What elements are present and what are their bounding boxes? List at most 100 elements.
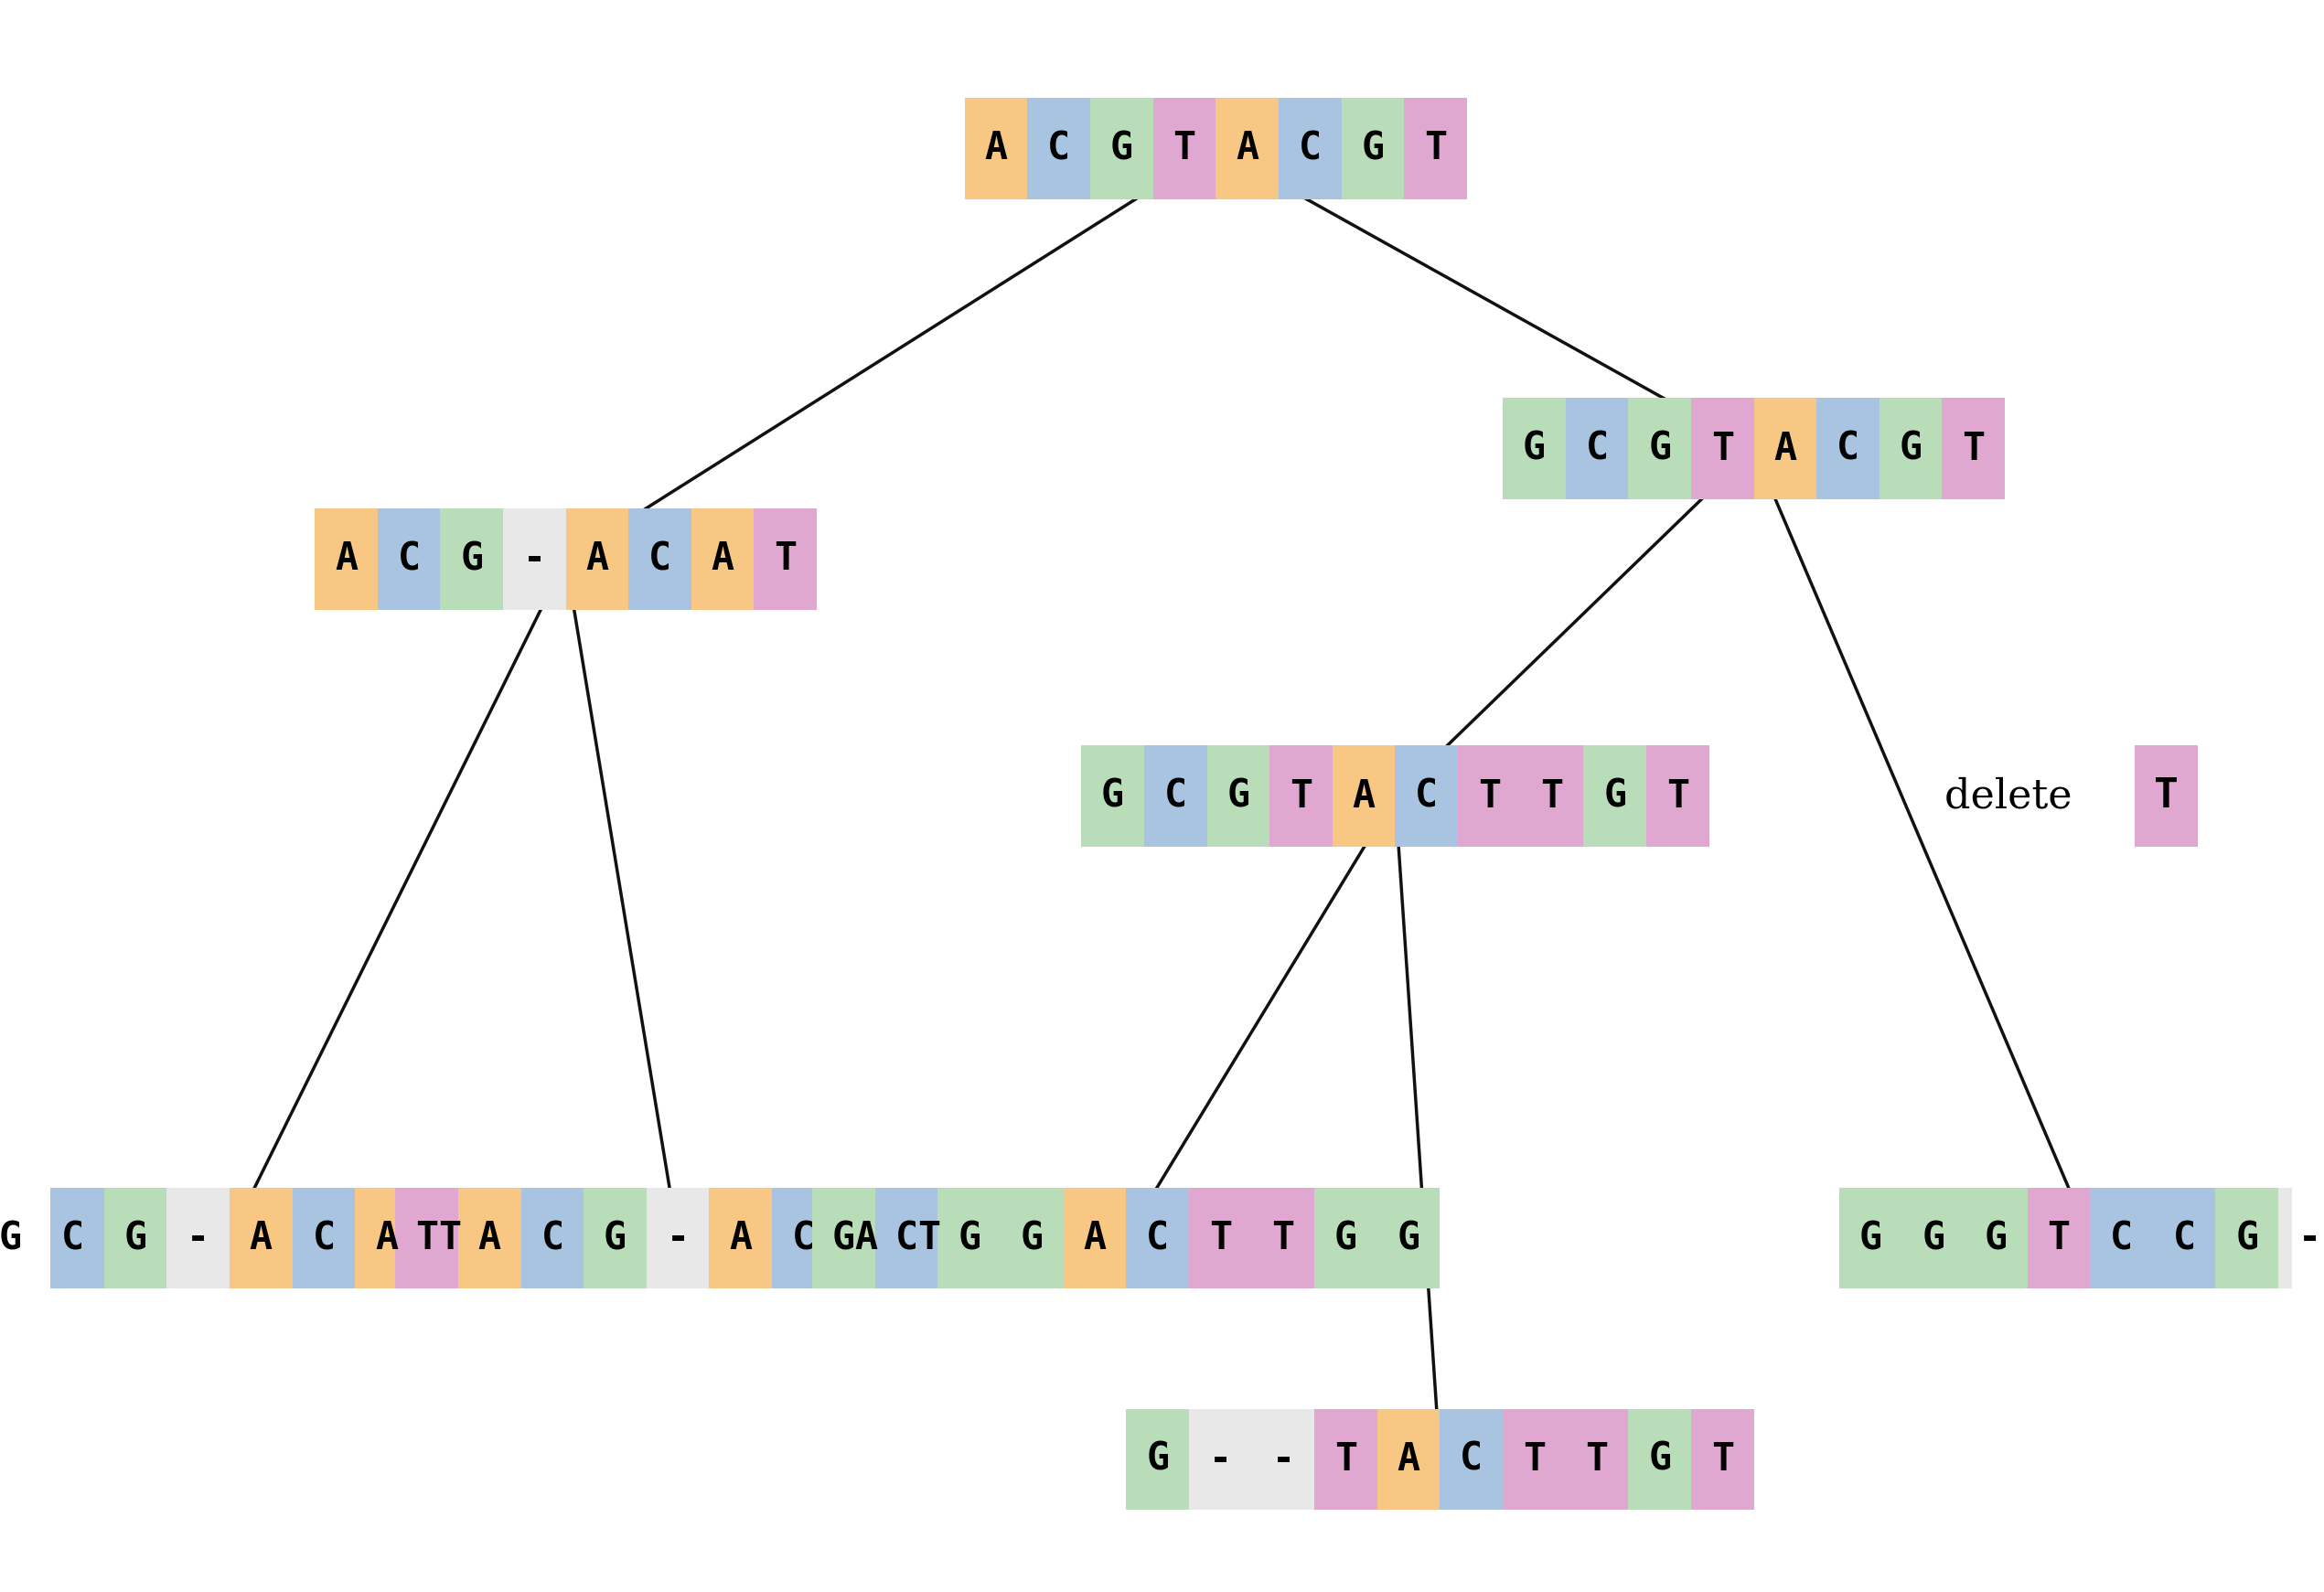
Text: A: A xyxy=(1353,777,1376,815)
FancyBboxPatch shape xyxy=(2089,1188,2152,1290)
FancyBboxPatch shape xyxy=(1002,1188,1064,1290)
FancyBboxPatch shape xyxy=(1520,745,1583,847)
FancyBboxPatch shape xyxy=(42,1188,105,1290)
Text: G: G xyxy=(1111,129,1134,167)
FancyBboxPatch shape xyxy=(1692,398,1755,498)
FancyBboxPatch shape xyxy=(939,1188,1002,1290)
Text: -: - xyxy=(667,1219,690,1258)
Text: A: A xyxy=(711,540,734,578)
FancyBboxPatch shape xyxy=(1629,1409,1692,1509)
FancyBboxPatch shape xyxy=(753,508,816,610)
Text: G: G xyxy=(1985,1219,2008,1258)
FancyBboxPatch shape xyxy=(1504,398,1566,498)
Text: T: T xyxy=(1271,1219,1294,1258)
Text: C: C xyxy=(2173,1219,2196,1258)
Text: T: T xyxy=(1666,777,1690,815)
FancyBboxPatch shape xyxy=(1394,745,1457,847)
FancyBboxPatch shape xyxy=(772,1188,834,1290)
Text: T: T xyxy=(1478,777,1501,815)
FancyBboxPatch shape xyxy=(1457,745,1520,847)
FancyBboxPatch shape xyxy=(1755,398,1817,498)
FancyBboxPatch shape xyxy=(230,1188,293,1290)
Text: A: A xyxy=(985,129,1009,167)
Text: -: - xyxy=(186,1219,209,1258)
Text: delete: delete xyxy=(1945,777,2085,815)
FancyBboxPatch shape xyxy=(1901,1188,1964,1290)
Text: T: T xyxy=(774,540,797,578)
Text: G: G xyxy=(1334,1219,1357,1258)
Text: T: T xyxy=(437,1219,460,1258)
Text: -: - xyxy=(1208,1441,1232,1479)
FancyBboxPatch shape xyxy=(2278,1188,2324,1290)
FancyBboxPatch shape xyxy=(1692,1409,1755,1509)
FancyBboxPatch shape xyxy=(2152,1188,2215,1290)
FancyBboxPatch shape xyxy=(709,1188,772,1290)
Text: G: G xyxy=(604,1219,627,1258)
Text: T: T xyxy=(2154,777,2178,815)
FancyBboxPatch shape xyxy=(105,1188,167,1290)
Text: G: G xyxy=(1648,1441,1671,1479)
Text: -: - xyxy=(2298,1219,2322,1258)
Text: A: A xyxy=(479,1219,502,1258)
Text: -: - xyxy=(1271,1441,1294,1479)
Text: C: C xyxy=(1164,777,1188,815)
FancyBboxPatch shape xyxy=(1504,1409,1566,1509)
Text: G: G xyxy=(1102,777,1125,815)
Text: C: C xyxy=(1585,430,1608,468)
FancyBboxPatch shape xyxy=(1253,1409,1315,1509)
Text: G: G xyxy=(1522,430,1545,468)
Text: T: T xyxy=(1334,1441,1357,1479)
Text: G: G xyxy=(1362,129,1385,167)
FancyBboxPatch shape xyxy=(1315,1409,1378,1509)
Text: T: T xyxy=(1585,1441,1608,1479)
FancyBboxPatch shape xyxy=(2136,745,2199,847)
Text: T: T xyxy=(1174,129,1197,167)
FancyBboxPatch shape xyxy=(1629,398,1692,498)
Text: C: C xyxy=(541,1219,565,1258)
FancyBboxPatch shape xyxy=(418,1188,481,1290)
Text: C: C xyxy=(648,540,672,578)
FancyBboxPatch shape xyxy=(521,1188,583,1290)
FancyBboxPatch shape xyxy=(1027,99,1090,199)
FancyBboxPatch shape xyxy=(0,1188,42,1290)
Text: G: G xyxy=(1146,1441,1169,1479)
FancyBboxPatch shape xyxy=(1127,1409,1190,1509)
Text: T: T xyxy=(1208,1219,1232,1258)
Text: G: G xyxy=(2236,1219,2259,1258)
FancyBboxPatch shape xyxy=(1441,1409,1504,1509)
FancyBboxPatch shape xyxy=(565,508,627,610)
FancyBboxPatch shape xyxy=(1064,1188,1127,1290)
FancyBboxPatch shape xyxy=(167,1188,230,1290)
FancyBboxPatch shape xyxy=(1081,745,1143,847)
FancyBboxPatch shape xyxy=(1143,745,1206,847)
FancyBboxPatch shape xyxy=(627,508,690,610)
FancyBboxPatch shape xyxy=(1583,745,1645,847)
Text: C: C xyxy=(311,1219,335,1258)
Text: G: G xyxy=(0,1219,21,1258)
Text: A: A xyxy=(335,540,358,578)
Text: A: A xyxy=(1083,1219,1106,1258)
FancyBboxPatch shape xyxy=(1190,1188,1253,1290)
FancyBboxPatch shape xyxy=(1341,99,1404,199)
Text: T: T xyxy=(1425,129,1448,167)
FancyBboxPatch shape xyxy=(1378,1409,1441,1509)
Text: G: G xyxy=(1604,777,1627,815)
Text: C: C xyxy=(895,1219,918,1258)
FancyBboxPatch shape xyxy=(1253,1188,1315,1290)
FancyBboxPatch shape xyxy=(1404,99,1466,199)
FancyBboxPatch shape xyxy=(1566,398,1629,498)
FancyBboxPatch shape xyxy=(813,1188,876,1290)
Text: A: A xyxy=(374,1219,397,1258)
Text: C: C xyxy=(792,1219,816,1258)
Text: T: T xyxy=(1541,777,1564,815)
Text: T: T xyxy=(1290,777,1313,815)
Text: T: T xyxy=(1961,430,1985,468)
FancyBboxPatch shape xyxy=(439,508,502,610)
FancyBboxPatch shape xyxy=(876,1188,939,1290)
Text: T: T xyxy=(1710,430,1734,468)
Text: T: T xyxy=(2047,1219,2071,1258)
Text: T: T xyxy=(918,1219,941,1258)
FancyBboxPatch shape xyxy=(314,508,376,610)
Text: G: G xyxy=(1227,777,1250,815)
FancyBboxPatch shape xyxy=(1153,99,1215,199)
